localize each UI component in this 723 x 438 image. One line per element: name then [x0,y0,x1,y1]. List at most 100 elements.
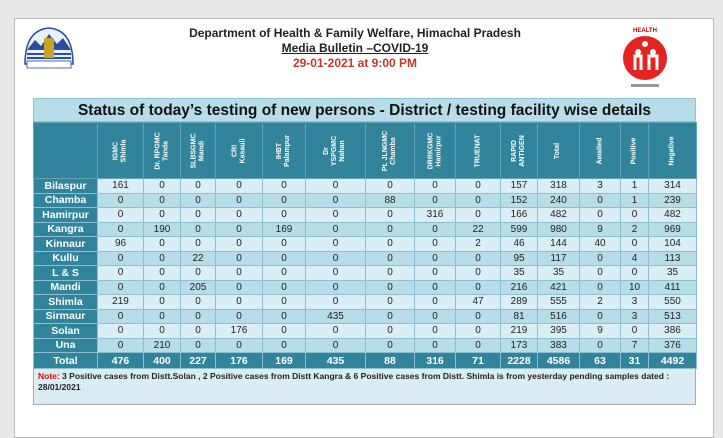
table-cell: 2 [620,221,649,237]
column-header-label: Dr. RPGMC Tanda [154,131,170,170]
table-row: Hamirpur 0 0 0 0 0 0 0 316 0 166 482 0 0 482 [33,207,697,223]
table-cell: 0 [143,323,181,339]
table-cell: 0 [455,337,501,353]
svg-text:HEALTH: HEALTH [633,28,657,34]
column-header-label: DRRKGMC Hamirpur [427,132,442,169]
table-cell: 0 [305,236,366,252]
district-name: Kinnaur [33,236,98,252]
table-cell: 3 [579,178,621,194]
table-cell: 0 [414,308,456,324]
table-cell: 0 [620,265,649,281]
table-row: Kangra 0 190 0 0 169 0 0 0 22 599 980 9 2 969 [33,221,697,237]
column-header: IGMC Shimla [97,122,144,179]
note-text: 3 Positive cases from Distt.Solan , 2 Po… [38,371,670,392]
table-cell: 0 [455,192,501,208]
table-cell: 0 [305,250,366,266]
table-cell: 0 [215,221,263,237]
table-cell: 0 [143,250,181,266]
table-cell: 173 [500,337,538,353]
table-cell: 169 [262,221,306,237]
column-header: Total [537,122,580,179]
table-cell: 0 [365,337,415,353]
table-cell: 190 [143,221,181,237]
table-cell: 22 [455,221,501,237]
table-cell: 0 [365,207,415,223]
column-header-label: Pt. JLNGMC Chamba [381,130,397,171]
table-cell: 0 [180,323,216,339]
total-cell: 88 [365,352,415,369]
table-cell: 0 [262,236,306,252]
total-cell: 435 [305,352,366,369]
nhm-logo: HEALTH [623,28,667,87]
table-cell: 435 [305,308,366,324]
column-header: RAPID ANTIGEN [500,122,538,179]
table-cell: 0 [455,207,501,223]
table-row: Bilaspur 161 0 0 0 0 0 0 0 0 157 318 3 1 314 [33,178,697,194]
department-title: Department of Health & Family Welfare, H… [189,26,521,40]
table-cell: 550 [648,294,697,310]
table-cell: 144 [537,236,580,252]
table-cell: 0 [455,308,501,324]
table-cell: 318 [537,178,580,194]
total-cell: 316 [414,352,456,369]
table-cell: 0 [180,207,216,223]
table-row: Shimla 219 0 0 0 0 0 0 0 47 289 555 2 3 550 [33,294,697,310]
table-cell: 0 [143,279,181,295]
table-cell: 316 [414,207,456,223]
table-cell: 0 [215,294,263,310]
table-cell: 104 [648,236,697,252]
table-cell: 0 [143,265,181,281]
table-cell: 0 [215,308,263,324]
total-cell: 2228 [500,352,538,369]
table-cell: 0 [414,323,456,339]
total-cell: 169 [262,352,306,369]
table-cell: 240 [537,192,580,208]
testing-table: Status of today’s testing of new persons… [33,98,697,405]
table-cell: 516 [537,308,580,324]
table-cell: 0 [143,178,181,194]
table-cell: 7 [620,337,649,353]
column-header-label: SLBSGMC Mandi [190,133,206,168]
table-cell: 289 [500,294,538,310]
table-cell: 0 [579,279,621,295]
table-row: Kullu 0 0 22 0 0 0 0 0 0 95 117 0 4 113 [33,250,697,266]
district-name: Hamirpur [33,207,98,223]
table-cell: 0 [180,294,216,310]
table-cell: 0 [365,265,415,281]
bulletin-header: Department of Health & Family Welfare, H… [120,26,590,71]
column-header-label: Total [554,142,562,159]
table-cell: 980 [537,221,580,237]
table-cell: 161 [97,178,144,194]
table-cell: 0 [262,279,306,295]
table-cell: 1 [620,192,649,208]
table-cell: 969 [648,221,697,237]
table-cell: 9 [579,221,621,237]
table-row: Una 0 210 0 0 0 0 0 0 0 173 383 0 7 376 [33,337,697,353]
table-cell: 0 [414,294,456,310]
table-cell: 0 [262,265,306,281]
table-row: Chamba 0 0 0 0 0 0 88 0 0 152 240 0 1 239 [33,192,697,208]
table-cell: 0 [215,192,263,208]
table-cell: 395 [537,323,580,339]
district-name: Kangra [33,221,98,237]
table-cell: 0 [414,236,456,252]
table-cell: 0 [414,178,456,194]
table-cell: 0 [143,308,181,324]
bulletin-title: Media Bulletin –COVID-19 [281,41,429,55]
table-cell: 0 [143,192,181,208]
table-cell: 0 [414,279,456,295]
table-cell: 0 [620,207,649,223]
table-cell: 482 [537,207,580,223]
table-cell: 0 [180,337,216,353]
table-cell: 47 [455,294,501,310]
table-cell: 0 [365,250,415,266]
district-name: Solan [33,323,98,339]
table-cell: 0 [180,221,216,237]
table-cell: 0 [579,337,621,353]
table-cell: 0 [414,192,456,208]
table-cell: 0 [262,308,306,324]
column-header-label: RAPID ANTIGEN [511,134,526,167]
table-cell: 0 [305,323,366,339]
table-cell: 9 [579,323,621,339]
table-cell: 0 [365,279,415,295]
